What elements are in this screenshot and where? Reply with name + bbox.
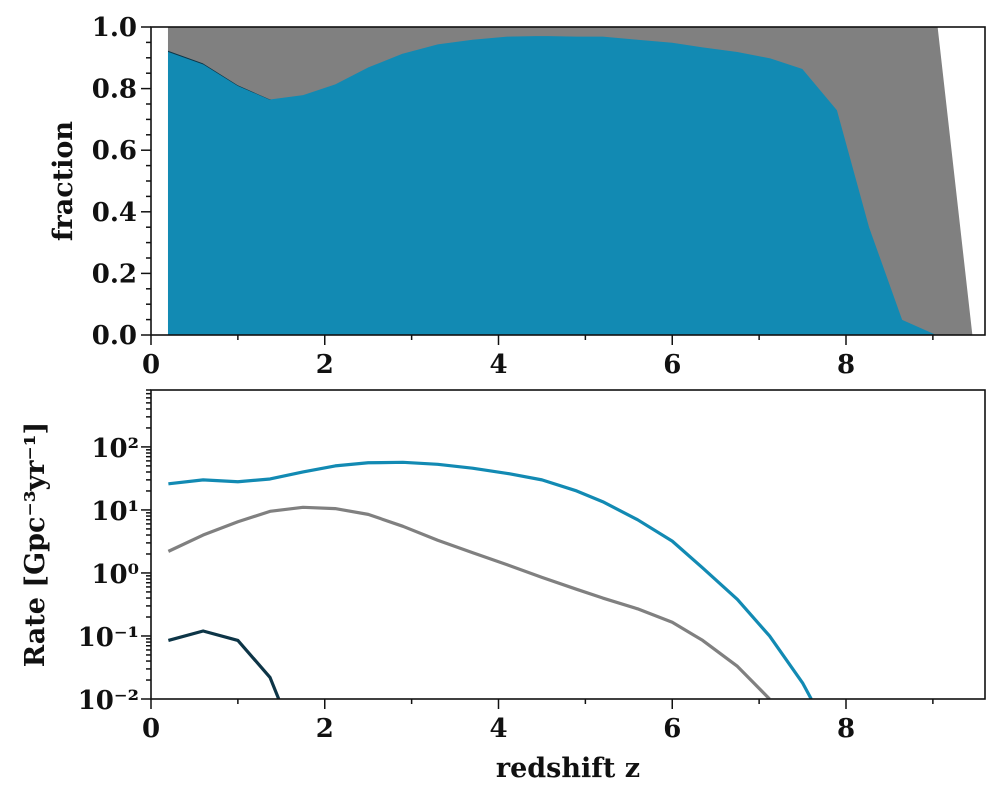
- top-y-tick-label: 0.6: [92, 136, 137, 166]
- bottom-x-tick-label: 8: [837, 714, 855, 744]
- bottom-x-tick-label: 6: [663, 714, 681, 744]
- top-plot-area: [167, 27, 973, 335]
- bottom-x-axis-label: redshift z: [496, 753, 640, 784]
- bottom-y-tick-label: 10⁻²: [78, 686, 139, 716]
- top-x-tick-label: 6: [663, 350, 681, 380]
- top-x-tick-label: 8: [837, 350, 855, 380]
- rate-line-series-0: [168, 460, 813, 699]
- area-series-2: [167, 27, 973, 335]
- top-y-tick-label: 0.4: [92, 198, 137, 228]
- bottom-y-tick-label: 10²: [91, 434, 139, 464]
- bottom-y-tick-label: 10⁻¹: [78, 623, 139, 653]
- top-y-tick-label: 1.0: [92, 13, 137, 43]
- top-x-tick-label: 0: [142, 350, 160, 380]
- top-y-tick-label: 0.0: [92, 321, 137, 351]
- rate-line-series-1: [167, 505, 771, 699]
- bottom-plot-area: [167, 460, 813, 699]
- top-y-tick-label: 0.8: [92, 75, 137, 105]
- bottom-x-tick-label: 0: [142, 714, 160, 744]
- bottom-axes-frame: [150, 389, 986, 700]
- bottom-y-tick-label: 10¹: [91, 497, 139, 527]
- bottom-x-tick-label: 4: [489, 714, 507, 744]
- bottom-y-tick-label: 10⁰: [91, 560, 139, 590]
- top-y-tick-label: 0.2: [92, 259, 137, 289]
- top-x-tick-label: 4: [489, 350, 507, 380]
- bottom-y-axis-label: Rate [Gpc⁻³yr⁻¹]: [20, 422, 51, 668]
- bottom-x-tick-label: 2: [316, 714, 334, 744]
- top-y-axis-label: fraction: [48, 121, 79, 242]
- top-x-tick-label: 2: [316, 350, 334, 380]
- rate-line-series-2: [167, 629, 281, 699]
